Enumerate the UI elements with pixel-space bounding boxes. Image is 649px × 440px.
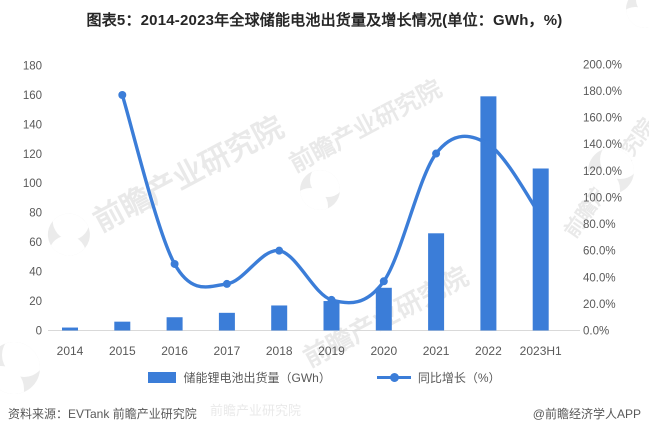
- right-axis-tick: 120.0%: [583, 166, 622, 178]
- bar-swatch-icon: [148, 372, 177, 383]
- bar-2019: [323, 301, 340, 331]
- source-note: 资料来源：EVTank 前瞻产业研究院: [8, 407, 197, 421]
- right-axis-tick: 80.0%: [583, 219, 616, 231]
- x-axis-tick: 2022: [475, 344, 502, 358]
- line-marker-2020: [379, 277, 388, 286]
- left-axis-tick: 100: [23, 178, 42, 190]
- legend-label: 同比增长（%）: [417, 371, 501, 385]
- bar-2022: [480, 96, 497, 331]
- left-axis-tick: 20: [29, 296, 42, 308]
- line-swatch-icon: [376, 372, 411, 383]
- left-axis-tick: 160: [23, 90, 42, 102]
- right-axis-tick: 200.0%: [583, 59, 622, 71]
- left-axis-tick: 0: [36, 326, 42, 338]
- x-axis-tick: 2015: [109, 344, 136, 358]
- x-axis-tick: 2016: [161, 344, 188, 358]
- bar-2014: [62, 327, 78, 331]
- line-marker-2018: [275, 246, 284, 255]
- legend-label: 储能锂电池出货量（GWh）: [183, 371, 331, 385]
- bar-2021: [428, 233, 445, 331]
- bar-2018: [271, 305, 288, 331]
- x-axis-tick: 2014: [57, 344, 84, 358]
- chart-legend: 储能锂电池出货量（GWh） 同比增长（%）: [0, 369, 649, 386]
- line-marker-2023H1: [536, 212, 545, 221]
- credit-note: @前瞻经济学人APP: [532, 407, 641, 421]
- x-axis-tick: 2023H1: [520, 344, 562, 358]
- right-axis-tick: 180.0%: [583, 86, 622, 98]
- legend-item-shipments: 储能锂电池出货量（GWh）: [148, 369, 331, 386]
- right-axis-tick: 40.0%: [583, 272, 616, 284]
- right-axis-tick: 160.0%: [583, 113, 622, 125]
- bar-2020: [375, 287, 392, 331]
- bar-2016: [166, 317, 183, 331]
- line-marker-2017: [222, 279, 231, 288]
- right-axis-tick: 100.0%: [583, 192, 622, 204]
- chart-title: 图表5：2014-2023年全球储能电池出货量及增长情况(单位：GWh，%): [86, 12, 563, 29]
- x-axis-tick: 2021: [423, 344, 450, 358]
- chart-footer: 资料来源：EVTank 前瞻产业研究院 @前瞻经济学人APP: [8, 405, 641, 422]
- line-marker-2022: [484, 140, 493, 149]
- left-axis-tick: 180: [23, 60, 42, 72]
- right-axis-tick: 0.0%: [583, 326, 609, 338]
- line-marker-2016: [170, 259, 179, 268]
- bar-2017: [218, 312, 235, 331]
- line-marker-2019: [327, 295, 336, 304]
- line-marker-2021: [432, 149, 441, 158]
- right-axis-tick: 140.0%: [583, 139, 622, 151]
- left-axis-tick: 40: [29, 267, 42, 279]
- right-axis-tick: 20.0%: [583, 299, 616, 311]
- bar-2023H1: [532, 168, 549, 331]
- x-axis-tick: 2020: [370, 344, 397, 358]
- left-axis-tick: 80: [29, 208, 42, 220]
- right-axis-tick: 60.0%: [583, 246, 616, 258]
- x-axis-tick: 2017: [214, 344, 241, 358]
- left-axis-tick: 60: [29, 237, 42, 249]
- growth-line: [120, 93, 543, 305]
- bar-2015: [114, 321, 131, 331]
- left-axis-tick: 140: [23, 119, 42, 131]
- legend-item-growth: 同比增长（%）: [376, 369, 501, 386]
- left-axis-tick: 120: [23, 149, 42, 161]
- x-axis-tick: 2019: [318, 344, 345, 358]
- x-axis-tick: 2018: [266, 344, 293, 358]
- line-marker-2015: [118, 91, 127, 100]
